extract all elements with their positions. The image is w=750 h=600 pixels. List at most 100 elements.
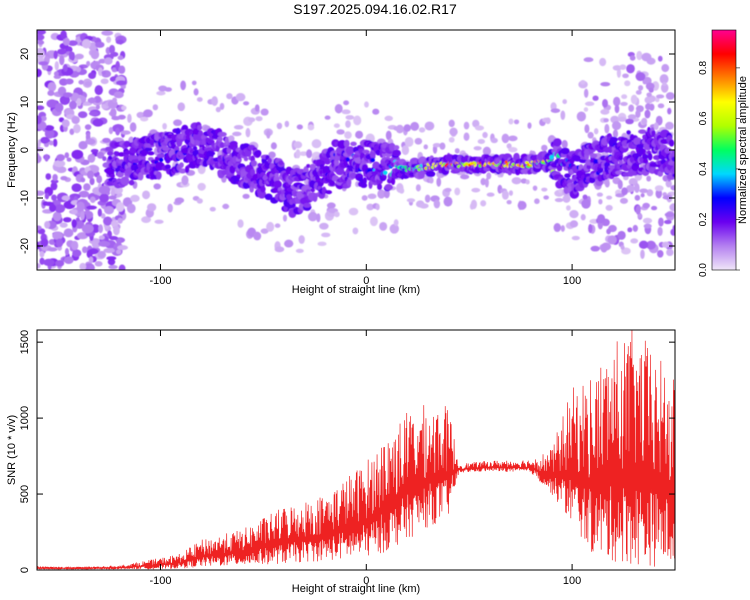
heatmap-cell [37,68,42,78]
heatmap-cell [582,194,588,200]
heatmap-cell [369,216,378,227]
heatmap-cell [665,121,674,130]
heatmap-cell [118,65,126,74]
heatmap-cell [65,78,74,85]
heatmap-cell [657,55,663,62]
heatmap-cell [604,179,610,188]
colorbar-frame [711,29,737,271]
heatmap-cell [659,74,669,84]
heatmap-cell [115,39,125,45]
heatmap-cell [346,178,352,187]
heatmap-cell [643,223,652,229]
heatmap-cell [293,141,303,149]
heatmap-cell [632,224,638,232]
heatmap-cell [237,153,242,160]
heatmap-cell [637,213,643,218]
heatmap-cell [584,101,595,107]
heatmap-cell [70,209,78,215]
heatmap-cell [583,88,589,98]
heatmap-cell [88,256,94,264]
heatmap-cell [418,127,426,133]
heatmap-cell [59,222,68,228]
heatmap-cell [606,195,613,200]
heatmap-cell [608,144,613,154]
heatmap-cell [588,223,593,234]
heatmap-cell [44,192,50,200]
heatmap-cell [345,146,355,155]
heatmap-cell [672,162,675,168]
heatmap-cell [343,139,350,148]
heatmap-cell [348,207,359,216]
heatmap-cell [54,204,66,213]
heatmap-cell [295,248,304,254]
heatmap-cell [596,192,604,197]
heatmap-cell [638,129,647,134]
heatmap-cell [113,91,124,99]
colorbar-ticks: 0.0 0.2 0.4 0.6 0.8 [698,61,740,277]
heatmap-cell [619,64,627,70]
heatmap-cell [534,198,540,205]
heatmap-cell [463,121,470,130]
heatmap-cell [81,39,91,49]
heatmap-cell [661,64,670,73]
heatmap-cell [501,133,510,144]
heatmap-cell [156,153,166,159]
heatmap-cell [107,155,113,161]
heatmap-cell [345,120,351,128]
heatmap-cell [63,256,74,265]
heatmap-cell [60,30,67,40]
heatmap-cell [562,99,567,105]
heatmap-cell [242,193,250,199]
heatmap-cell [156,90,166,96]
heatmap-cell [366,203,375,211]
y-tick-label: 20 [19,48,31,60]
heatmap-cell [68,51,74,60]
heatmap-cell [638,240,649,249]
heatmap-cell [50,179,59,184]
heatmap-cell [355,130,364,139]
heatmap-cell [415,184,421,192]
snr-x-ticks: -100 0 100 [149,330,581,587]
heatmap-cell [235,93,246,102]
heatmap-cell [464,155,469,160]
heatmap-cell [45,173,52,180]
heatmap-cell [611,121,622,131]
heatmap-cell [629,55,636,61]
heatmap-cell [647,152,653,161]
heatmap-cell [513,119,520,125]
heatmap-cell [211,96,218,106]
heatmap-cell [98,224,104,234]
heatmap-cell [375,203,380,211]
heatmap-cell [590,245,600,252]
heatmap-cell [414,137,423,145]
heatmap-cell [179,162,184,168]
heatmap-cell [102,137,111,143]
heatmap-cell [37,34,45,41]
heatmap-cell [654,185,664,192]
heatmap-cell [120,130,131,135]
heatmap-cell [274,246,285,253]
heatmap-cell [644,109,651,119]
heatmap-cell [306,163,311,169]
heatmap-cell [121,105,127,111]
heatmap-cell [219,102,225,110]
heatmap-cell [55,238,64,248]
heatmap-cell [270,142,277,150]
heatmap-cell [37,225,42,231]
heatmap-cell [628,104,635,112]
heatmap-cell [53,71,59,77]
heatmap-cell [217,131,227,137]
heatmap-cell [37,30,46,35]
heatmap-cell [117,55,124,61]
heatmap-cell [298,235,305,244]
heatmap-cell [37,115,42,125]
heatmap-cell [232,131,242,137]
heatmap-cell [144,147,153,152]
heatmap-cell [482,146,491,156]
heatmap-cell [104,57,113,65]
heatmap-cell [147,151,155,156]
heatmap-cell [642,202,650,209]
heatmap-cell [424,121,435,131]
heatmap-cell [309,163,316,171]
heatmap-cell [88,111,99,116]
